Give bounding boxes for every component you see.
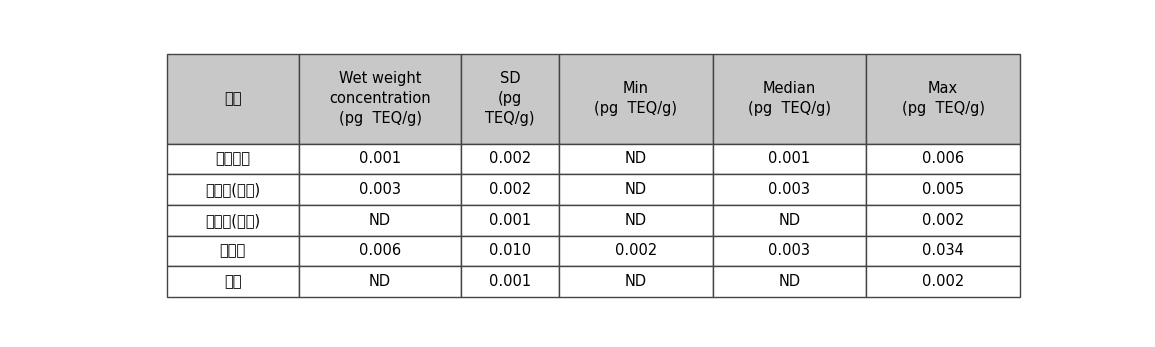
Text: 0.006: 0.006 [359, 243, 401, 259]
Bar [713, 205, 866, 236]
Text: Max
(pg  TEQ/g): Max (pg TEQ/g) [902, 81, 984, 116]
Text: 쇠고기(수입): 쇠고기(수입) [206, 213, 260, 228]
Bar [866, 144, 1020, 174]
Bar [166, 174, 299, 205]
Text: ND: ND [625, 151, 647, 167]
Text: Min
(pg  TEQ/g): Min (pg TEQ/g) [595, 81, 678, 116]
Text: 0.010: 0.010 [489, 243, 531, 259]
Bar [166, 236, 299, 266]
Bar [713, 144, 866, 174]
Text: 0.003: 0.003 [359, 182, 401, 197]
Bar [713, 54, 866, 144]
Text: ND: ND [368, 213, 392, 228]
Bar [866, 236, 1020, 266]
Text: 0.001: 0.001 [768, 151, 811, 167]
Bar [559, 144, 713, 174]
Text: 0.001: 0.001 [359, 151, 401, 167]
Bar [866, 205, 1020, 236]
Bar [166, 54, 299, 144]
Bar [713, 266, 866, 297]
Text: 0.005: 0.005 [922, 182, 964, 197]
Bar [166, 144, 299, 174]
Text: 0.001: 0.001 [489, 213, 531, 228]
Bar [559, 54, 713, 144]
Bar [461, 205, 559, 236]
Text: 품목: 품목 [224, 91, 241, 106]
Bar [559, 174, 713, 205]
Bar [559, 236, 713, 266]
Text: 0.002: 0.002 [922, 213, 964, 228]
Text: 0.002: 0.002 [614, 243, 657, 259]
Bar [713, 174, 866, 205]
Text: 0.034: 0.034 [922, 243, 964, 259]
Bar [461, 54, 559, 144]
Bar [461, 266, 559, 297]
Text: ND: ND [625, 182, 647, 197]
Text: 0.006: 0.006 [922, 151, 964, 167]
Text: 0.002: 0.002 [922, 274, 964, 289]
Text: ND: ND [625, 274, 647, 289]
Text: Wet weight
concentration
(pg  TEQ/g): Wet weight concentration (pg TEQ/g) [329, 71, 431, 126]
Bar [299, 144, 461, 174]
Bar [461, 144, 559, 174]
Bar [299, 205, 461, 236]
Text: ND: ND [625, 213, 647, 228]
Bar [299, 54, 461, 144]
Bar [866, 54, 1020, 144]
Bar [461, 236, 559, 266]
Text: SD
(pg
TEQ/g): SD (pg TEQ/g) [485, 71, 535, 126]
Text: 0.002: 0.002 [489, 182, 531, 197]
Bar [866, 174, 1020, 205]
Text: Median
(pg  TEQ/g): Median (pg TEQ/g) [748, 81, 830, 116]
Text: 0.003: 0.003 [768, 243, 811, 259]
Bar [299, 174, 461, 205]
Bar [166, 266, 299, 297]
Text: 0.002: 0.002 [489, 151, 531, 167]
Text: 0.003: 0.003 [768, 182, 811, 197]
Bar [866, 266, 1020, 297]
Bar [461, 174, 559, 205]
Text: ND: ND [778, 274, 800, 289]
Text: 닭고기: 닭고기 [219, 243, 246, 259]
Text: 0.001: 0.001 [489, 274, 531, 289]
Bar [299, 266, 461, 297]
Bar [713, 236, 866, 266]
Text: 돼지고기: 돼지고기 [215, 151, 251, 167]
Text: 쇠고기(국산): 쇠고기(국산) [206, 182, 260, 197]
Text: ND: ND [368, 274, 392, 289]
Bar [559, 205, 713, 236]
Text: 우유: 우유 [224, 274, 241, 289]
Bar [559, 266, 713, 297]
Bar [299, 236, 461, 266]
Text: ND: ND [778, 213, 800, 228]
Bar [166, 205, 299, 236]
